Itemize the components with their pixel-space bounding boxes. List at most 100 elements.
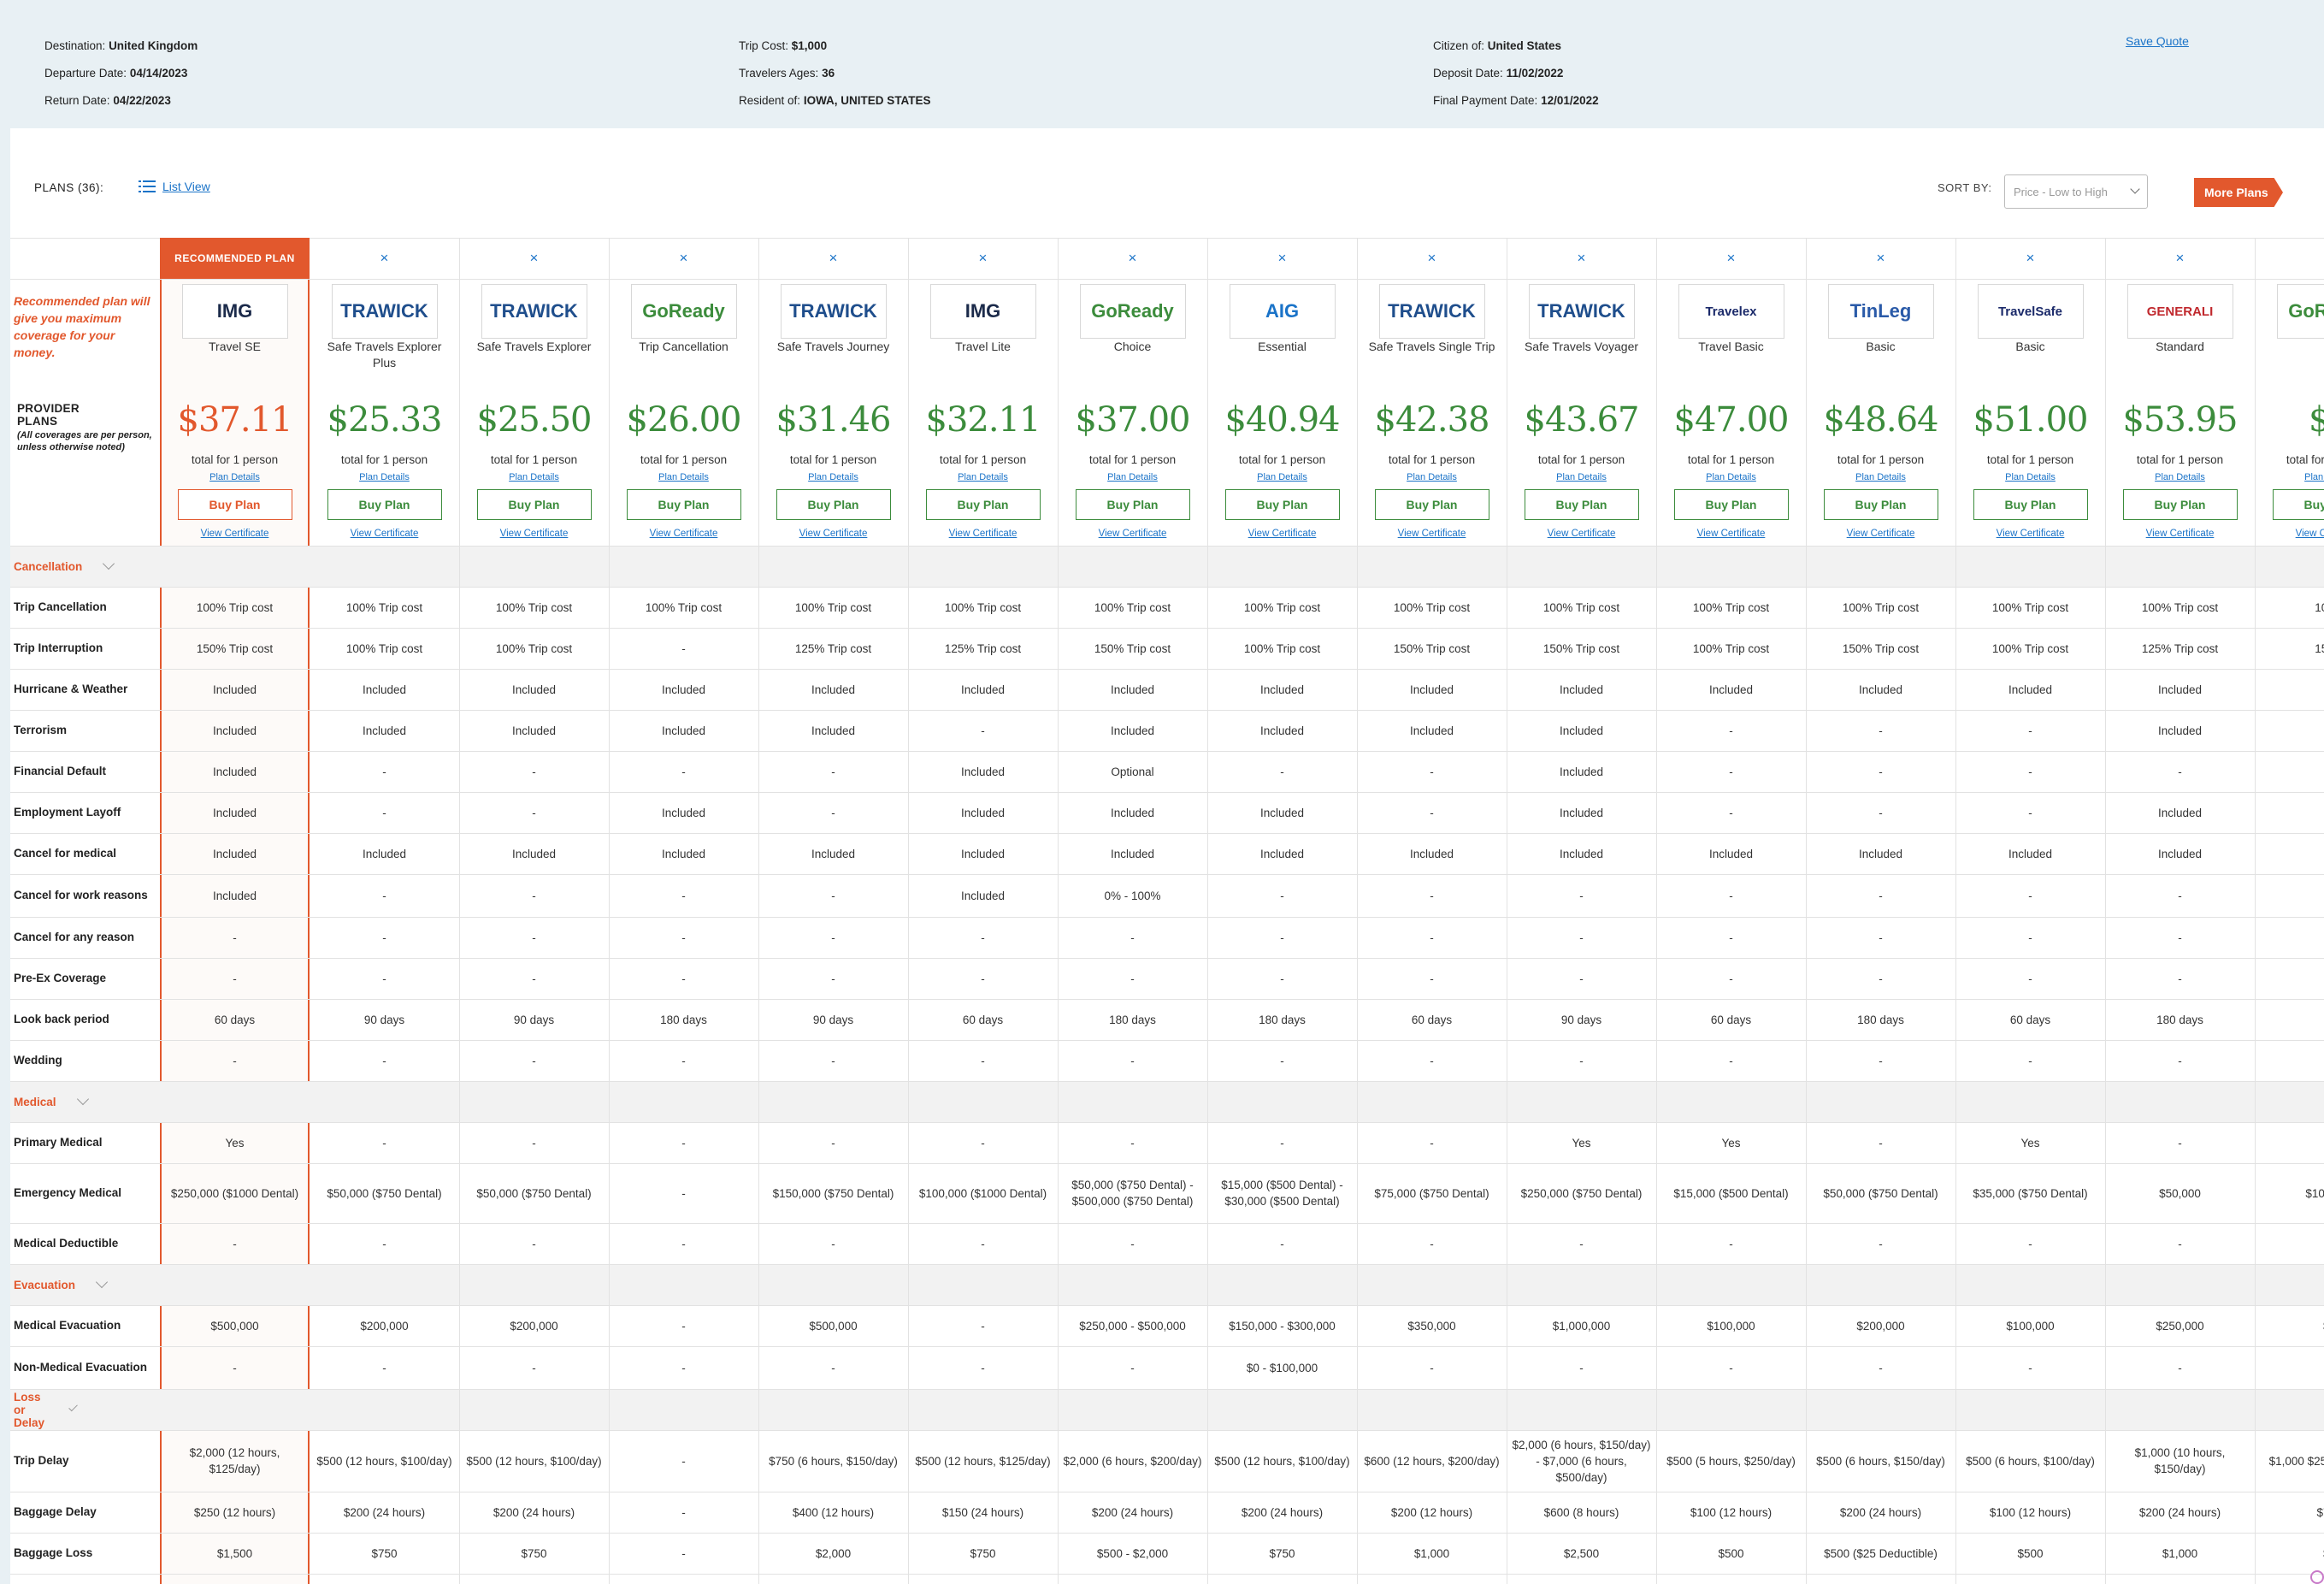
goready-logo: GoReady bbox=[630, 284, 737, 339]
remove-plan-icon[interactable]: × bbox=[2175, 250, 2185, 266]
buy-plan-button[interactable]: Buy Plan bbox=[1823, 489, 1938, 520]
plan-details-link[interactable]: Plan Details bbox=[2155, 472, 2205, 482]
view-certificate-link[interactable]: View Certificate bbox=[1547, 529, 1616, 539]
table-cell: $500,000 bbox=[210, 1319, 259, 1333]
view-certificate-link[interactable]: View Certificate bbox=[948, 529, 1017, 539]
trawick-logo: TRAWICK bbox=[481, 284, 587, 339]
plan-details-link[interactable]: Plan Details bbox=[1407, 472, 1457, 482]
view-certificate-link[interactable]: View Certificate bbox=[1098, 529, 1167, 539]
plan-details-link[interactable]: Plan Details bbox=[359, 472, 410, 482]
plan-details-link[interactable]: Plan Details bbox=[808, 472, 858, 482]
section-title-loss-or-delay[interactable]: Loss or Delay bbox=[14, 1389, 78, 1430]
table-cell: - bbox=[681, 641, 686, 655]
section-title-evacuation[interactable]: Evacuation bbox=[14, 1264, 109, 1305]
view-certificate-link[interactable]: View Certificate bbox=[200, 529, 269, 539]
more-plans-button[interactable]: More Plans bbox=[2194, 178, 2283, 207]
table-cell: $500 (12 hours, $100/day) bbox=[1214, 1454, 1350, 1468]
section-title-text: Loss or Delay bbox=[14, 1390, 45, 1429]
view-certificate-link[interactable]: View Certificate bbox=[1996, 529, 2065, 539]
plan-details-link[interactable]: Plan Details bbox=[2005, 472, 2056, 482]
table-cell: - bbox=[1280, 889, 1284, 902]
view-certificate-link[interactable]: View Certificate bbox=[799, 529, 868, 539]
table-cell: $200 (24 hours) bbox=[493, 1505, 575, 1519]
buy-plan-button[interactable]: Buy Plan bbox=[925, 489, 1041, 520]
view-certificate-link[interactable]: View Certificate bbox=[2295, 529, 2324, 539]
table-cell: Included bbox=[1259, 847, 1305, 860]
buy-plan-button[interactable]: Buy Plan bbox=[1075, 489, 1190, 520]
view-certificate-link[interactable]: View Certificate bbox=[1397, 529, 1466, 539]
view-certificate-link[interactable]: View Certificate bbox=[1248, 529, 1317, 539]
remove-plan-icon[interactable]: × bbox=[1427, 250, 1436, 266]
remove-plan-icon[interactable]: × bbox=[1876, 250, 1885, 266]
buy-plan-button[interactable]: Buy Plan bbox=[776, 489, 891, 520]
row-divider bbox=[10, 1040, 2324, 1041]
table-cell: 150% Trip cost bbox=[1393, 641, 1471, 655]
sort-select[interactable]: Price - Low to High bbox=[2004, 174, 2148, 209]
table-cell: $100,000 bbox=[1707, 1319, 1755, 1333]
plan-details-link[interactable]: Plan Details bbox=[209, 472, 260, 482]
plan-details-link[interactable]: Plan Details bbox=[1107, 472, 1158, 482]
buy-plan-button[interactable]: Buy Plan bbox=[1224, 489, 1340, 520]
table-cell: - bbox=[681, 1136, 686, 1150]
buy-plan-button[interactable]: Buy Plan bbox=[1973, 489, 2088, 520]
plan-price: $25.50 bbox=[476, 400, 593, 440]
list-view-toggle[interactable]: List View bbox=[139, 180, 210, 193]
table-cell: - bbox=[2028, 1361, 2032, 1374]
table-cell: Included bbox=[511, 683, 557, 696]
remove-plan-icon[interactable]: × bbox=[380, 250, 389, 266]
view-certificate-link[interactable]: View Certificate bbox=[350, 529, 419, 539]
plan-details-link[interactable]: Plan Details bbox=[958, 472, 1008, 482]
remove-plan-icon[interactable]: × bbox=[2321, 250, 2324, 267]
plan-details-link[interactable]: Plan Details bbox=[1257, 472, 1307, 482]
buy-plan-button[interactable]: Buy Plan bbox=[1673, 489, 1789, 520]
plan-details-link[interactable]: Plan Details bbox=[1556, 472, 1607, 482]
remove-plan-icon[interactable]: × bbox=[679, 250, 688, 266]
remove-plan-icon[interactable]: × bbox=[1128, 250, 1137, 266]
plan-details-link[interactable]: Plan Details bbox=[509, 472, 559, 482]
section-title-medical[interactable]: Medical bbox=[14, 1081, 89, 1122]
buy-plan-button[interactable]: Buy Plan bbox=[327, 489, 442, 520]
table-cell: $35,000 ($750 Dental) bbox=[1973, 1186, 2088, 1200]
remove-plan-icon[interactable]: × bbox=[1726, 250, 1736, 266]
plan-total-note: total for 1 person bbox=[1837, 453, 1925, 466]
table-cell: - bbox=[233, 972, 237, 985]
buy-plan-button[interactable]: Buy Plan bbox=[2272, 489, 2324, 520]
buy-plan-button[interactable]: Buy Plan bbox=[476, 489, 592, 520]
view-certificate-link[interactable]: View Certificate bbox=[2145, 529, 2215, 539]
view-certificate-link[interactable]: View Certificate bbox=[1696, 529, 1766, 539]
table-cell: - bbox=[1130, 1054, 1135, 1067]
buy-plan-button[interactable]: Buy Plan bbox=[1374, 489, 1489, 520]
remove-plan-icon[interactable]: × bbox=[1277, 250, 1287, 266]
ages-value: 36 bbox=[822, 67, 835, 80]
plan-details-link[interactable]: Plan Details bbox=[1706, 472, 1756, 482]
remove-plan-icon[interactable]: × bbox=[1577, 250, 1586, 266]
buy-plan-button[interactable]: Buy Plan bbox=[626, 489, 741, 520]
plan-details-link[interactable]: Plan Details bbox=[1855, 472, 1906, 482]
view-certificate-link[interactable]: View Certificate bbox=[1846, 529, 1915, 539]
section-title-cancellation[interactable]: Cancellation bbox=[14, 546, 115, 587]
remove-plan-icon[interactable]: × bbox=[978, 250, 988, 266]
table-cell: $350,000 bbox=[1407, 1319, 1456, 1333]
buy-plan-button[interactable]: Buy Plan bbox=[2122, 489, 2238, 520]
view-certificate-link[interactable]: View Certificate bbox=[649, 529, 718, 539]
table-cell: - bbox=[382, 889, 386, 902]
plan-price: $5 bbox=[2309, 400, 2324, 440]
plan-total-note: total for 1 person bbox=[1986, 453, 2074, 466]
remove-plan-icon[interactable]: × bbox=[2026, 250, 2035, 266]
save-quote-link[interactable]: Save Quote bbox=[2126, 34, 2189, 48]
table-cell: 100% Trip cost bbox=[196, 600, 274, 614]
table-cell: Yes bbox=[1572, 1136, 1591, 1150]
table-cell: 90 days bbox=[363, 1013, 405, 1026]
table-cell: $750 bbox=[970, 1546, 996, 1560]
table-cell: Included bbox=[1858, 847, 1903, 860]
plan-details-link[interactable]: Plan Details bbox=[2304, 472, 2324, 482]
table-cell: 18 bbox=[2260, 999, 2324, 1040]
remove-plan-icon[interactable]: × bbox=[529, 250, 539, 266]
column-divider bbox=[609, 238, 610, 1584]
view-certificate-link[interactable]: View Certificate bbox=[499, 529, 569, 539]
plan-details-link[interactable]: Plan Details bbox=[658, 472, 709, 482]
buy-plan-button[interactable]: Buy Plan bbox=[1524, 489, 1639, 520]
header-divider bbox=[10, 279, 2324, 280]
buy-plan-button[interactable]: Buy Plan bbox=[177, 489, 292, 520]
remove-plan-icon[interactable]: × bbox=[829, 250, 838, 266]
